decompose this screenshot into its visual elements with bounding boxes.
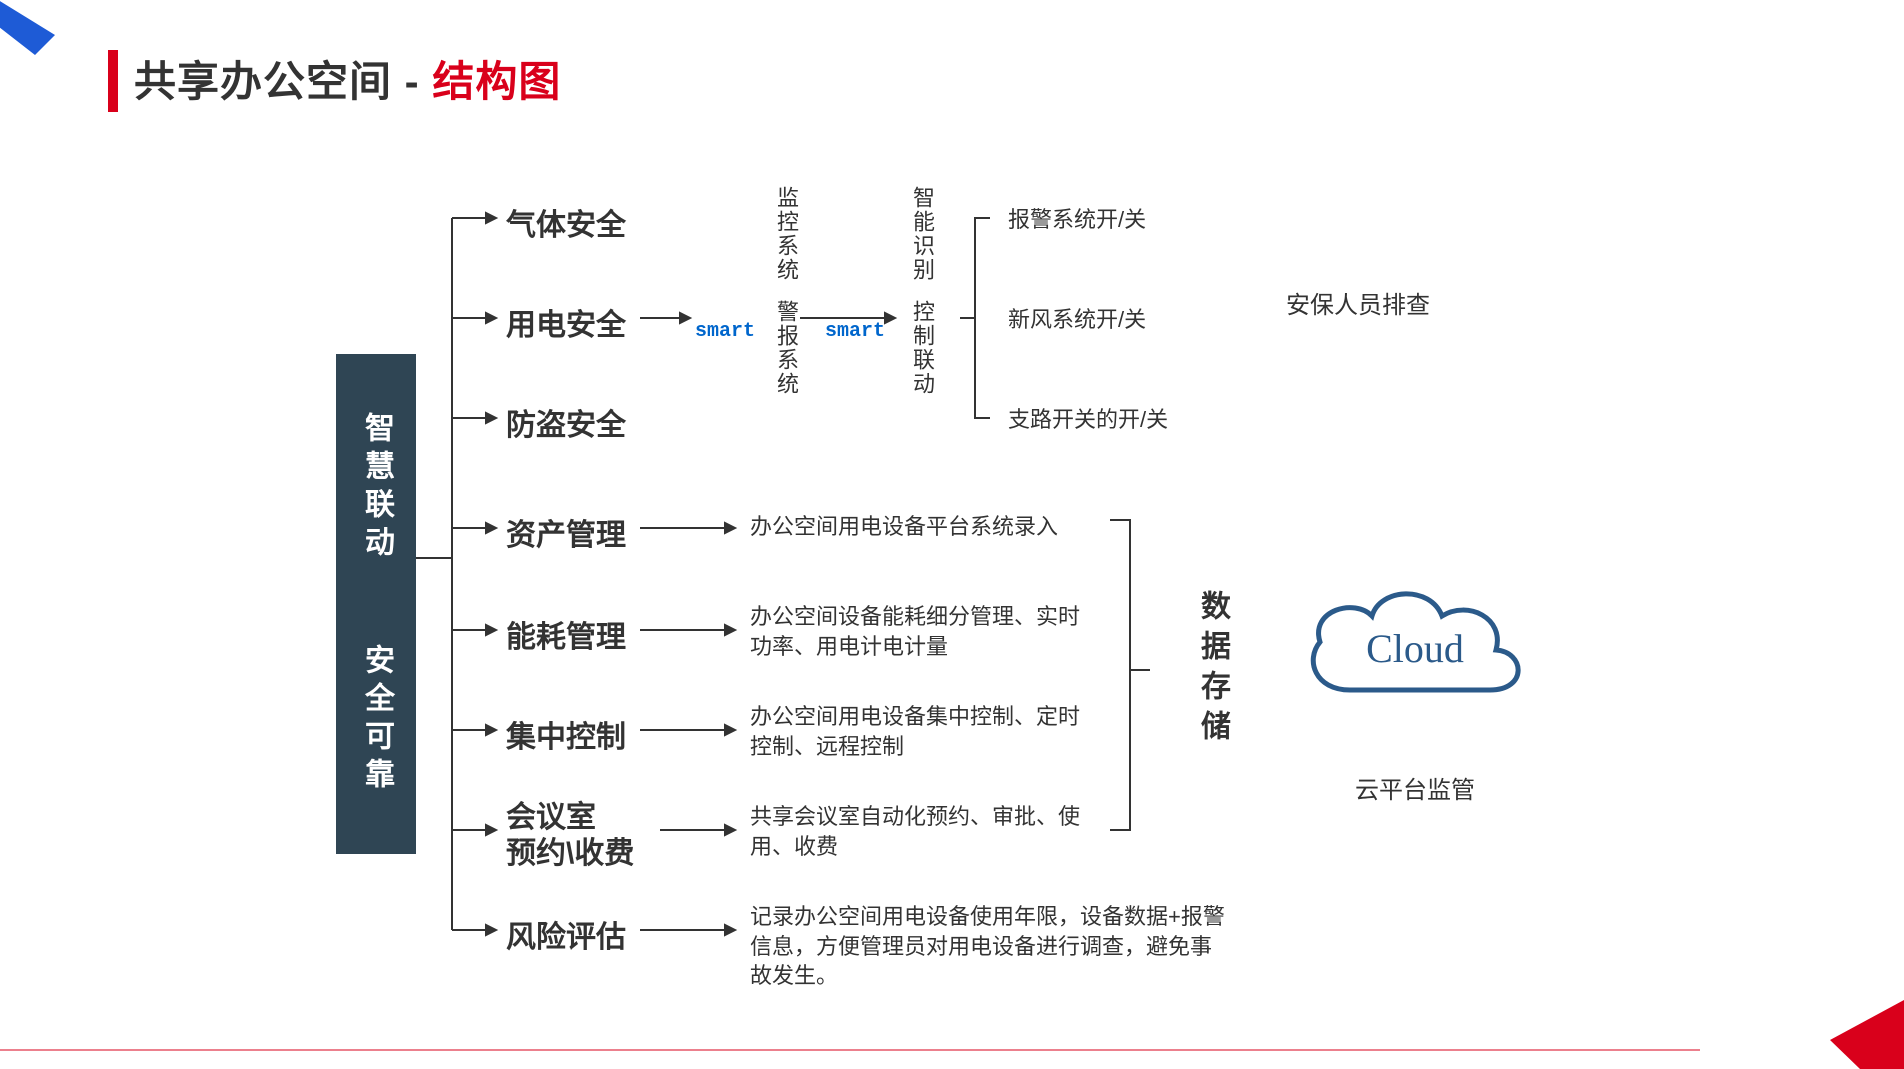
branch-energy-mgmt: 能耗管理 xyxy=(506,612,626,656)
smart-label-1: smart xyxy=(695,320,755,343)
mid1-bottom: 警报系统 xyxy=(770,300,802,396)
page-title: 共享办公空间 - 结构图 xyxy=(134,48,561,109)
branch-gas-safety: 气体安全 xyxy=(506,200,626,244)
desc-central: 办公空间用电设备集中控制、定时控制、远程控制 xyxy=(750,702,1090,761)
smart-label-2: smart xyxy=(825,320,885,343)
safety-right-2: 支路开关的开/关 xyxy=(1008,405,1168,435)
mid2-top: 智能识别 xyxy=(906,186,938,282)
cloud-text: Cloud xyxy=(1366,626,1464,671)
title-accent-bar xyxy=(108,50,118,112)
branch-risk-eval: 风险评估 xyxy=(506,912,626,956)
root-line1: 智慧联动 xyxy=(354,412,398,564)
branch-central-ctrl: 集中控制 xyxy=(506,712,626,756)
data-storage-label: 数据存储 xyxy=(1190,590,1234,750)
cloud-caption: 云平台监管 xyxy=(1330,770,1500,805)
cloud-icon: Cloud xyxy=(1290,570,1540,735)
desc-risk: 记录办公空间用电设备使用年限，设备数据+报警信息，方便管理员对用电设备进行调查，… xyxy=(750,902,1230,991)
desc-asset: 办公空间用电设备平台系统录入 xyxy=(750,512,1110,542)
safety-right-1: 新风系统开/关 xyxy=(1008,305,1146,335)
branch-theft-safety: 防盗安全 xyxy=(506,400,626,444)
branch-meeting-room: 会议室 预约\收费 xyxy=(506,800,634,872)
safety-far-right: 安保人员排查 xyxy=(1286,290,1430,322)
desc-energy: 办公空间设备能耗细分管理、实时功率、用电计电计量 xyxy=(750,602,1090,661)
mid2-bottom: 控制联动 xyxy=(906,300,938,396)
title-prefix: 共享办公空间 - xyxy=(134,58,432,105)
branch-electric-safety: 用电安全 xyxy=(506,300,626,344)
title-suffix: 结构图 xyxy=(432,58,561,105)
root-box: 智慧联动 安全可靠 xyxy=(336,354,416,854)
mid1-top: 监控系统 xyxy=(770,186,802,282)
desc-meeting: 共享会议室自动化预约、审批、使用、收费 xyxy=(750,802,1090,861)
safety-right-0: 报警系统开/关 xyxy=(1008,205,1146,235)
branch-asset-mgmt: 资产管理 xyxy=(506,510,626,554)
root-line2: 安全可靠 xyxy=(354,644,398,796)
